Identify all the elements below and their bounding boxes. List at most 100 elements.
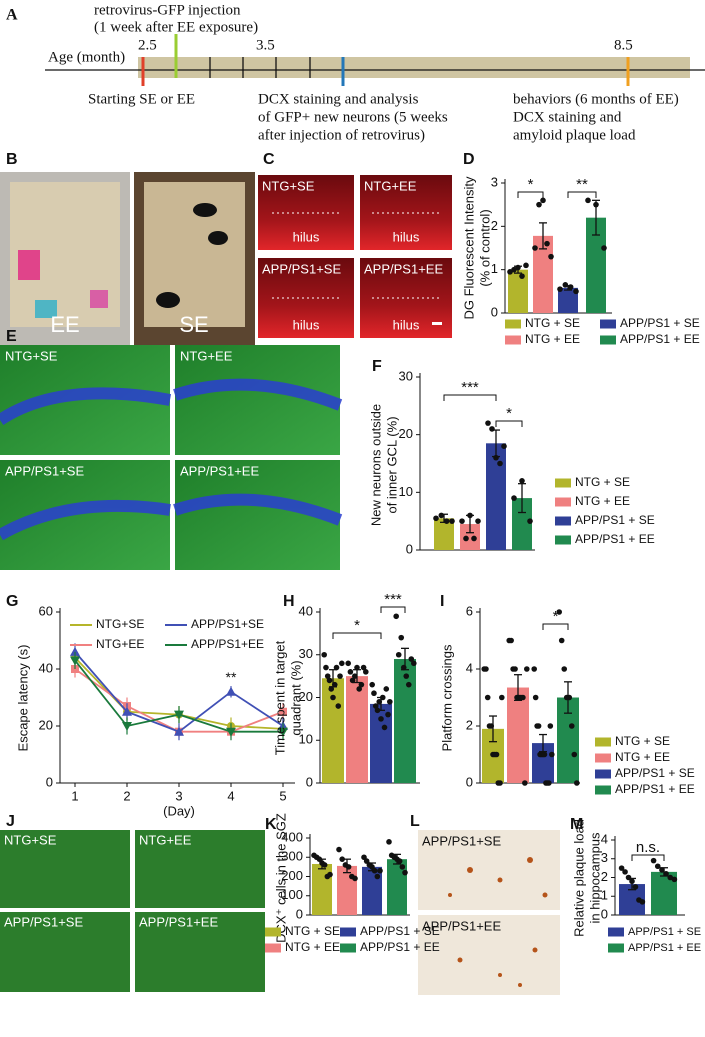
data-point bbox=[571, 751, 578, 758]
caption: APP/PS1+SE bbox=[422, 833, 501, 848]
caption: APP/PS1+EE bbox=[364, 261, 443, 276]
data-point bbox=[557, 286, 563, 292]
data-point bbox=[549, 751, 555, 758]
note: of GFP+ new neurons (5 weeks bbox=[258, 109, 448, 125]
region-label: hilus bbox=[393, 229, 420, 244]
y-tick-label: 0 bbox=[491, 304, 498, 319]
significance-bracket bbox=[380, 606, 406, 613]
note: retrovirus-GFP injection bbox=[94, 2, 241, 18]
y-tick-label: 0 bbox=[466, 774, 473, 789]
y-tick-label: 0 bbox=[306, 774, 313, 789]
data-point bbox=[524, 666, 530, 672]
marker bbox=[70, 646, 80, 656]
gcl-border bbox=[272, 212, 440, 299]
data-point bbox=[544, 240, 550, 247]
bar bbox=[370, 703, 392, 783]
significance-label: ** bbox=[226, 669, 237, 685]
plaques bbox=[448, 857, 548, 987]
data-point bbox=[532, 245, 538, 251]
legend-label: NTG + SE bbox=[575, 475, 630, 489]
data-point bbox=[654, 863, 661, 870]
significance-bracket bbox=[567, 191, 597, 198]
significance-label: * bbox=[354, 617, 360, 634]
scale-bar bbox=[432, 322, 442, 325]
micrograph bbox=[418, 915, 560, 995]
data-point bbox=[601, 245, 607, 251]
data-point bbox=[459, 518, 465, 524]
significance-label: *** bbox=[461, 379, 479, 396]
bar bbox=[394, 659, 416, 783]
y-tick-label: 1 bbox=[601, 888, 608, 903]
legend-swatch bbox=[608, 927, 624, 937]
legend-swatch bbox=[505, 335, 521, 345]
data-point bbox=[386, 839, 392, 845]
legend-label: APP/PS1 + SE bbox=[575, 513, 655, 527]
x-tick-label: 2 bbox=[123, 788, 130, 803]
note: behaviors (6 months of EE) bbox=[513, 91, 679, 107]
legend-swatch bbox=[505, 319, 521, 329]
panel-label: G bbox=[6, 593, 18, 610]
data-point bbox=[352, 875, 358, 882]
y-tick-label: 0 bbox=[406, 541, 413, 556]
marker bbox=[279, 707, 287, 716]
data-point bbox=[377, 867, 383, 874]
y-tick-label: 3 bbox=[601, 850, 608, 865]
micrographs: L APP/PS1+SE APP/PS1+EE bbox=[410, 813, 560, 995]
y-tick-label: 40 bbox=[299, 603, 313, 618]
bar bbox=[486, 443, 506, 550]
data-point bbox=[381, 724, 388, 731]
data-point bbox=[519, 478, 525, 484]
caption: APP/PS1+SE bbox=[4, 914, 83, 929]
significance-bracket bbox=[443, 394, 497, 401]
data-point bbox=[354, 664, 360, 671]
y-tick-label: 40 bbox=[39, 660, 53, 675]
y-tick-label: 2 bbox=[601, 869, 608, 884]
data-point bbox=[489, 426, 495, 432]
data-point bbox=[483, 666, 489, 672]
note: Starting SE or EE bbox=[88, 91, 195, 107]
x-tick-label: 5 bbox=[279, 788, 286, 803]
y-axis-label: DG Fluorescent Intensity bbox=[461, 176, 476, 320]
y-tick-label: 20 bbox=[399, 426, 413, 441]
data-point bbox=[337, 673, 343, 679]
data-point bbox=[336, 846, 342, 853]
y-tick-label: 1 bbox=[491, 261, 498, 276]
caption: NTG+SE bbox=[5, 348, 58, 363]
data-point bbox=[531, 666, 537, 672]
legend-label: APP/PS1 + SE bbox=[628, 926, 701, 938]
legend-label: APP/PS1 + SE bbox=[360, 924, 440, 938]
significance-label: * bbox=[528, 176, 534, 193]
data-point bbox=[508, 637, 514, 644]
legend-swatch bbox=[595, 785, 611, 795]
data-point bbox=[536, 201, 542, 208]
caption: APP/PS1+EE bbox=[139, 914, 218, 929]
data-point bbox=[369, 681, 376, 688]
data-point bbox=[323, 664, 329, 671]
data-point bbox=[438, 512, 445, 519]
caption: NTG+EE bbox=[180, 348, 233, 363]
legend-swatch bbox=[595, 737, 611, 747]
y-tick-label: 10 bbox=[299, 732, 313, 747]
timeline-bar bbox=[138, 57, 690, 78]
toy bbox=[90, 290, 108, 308]
caption: NTG+EE bbox=[139, 832, 192, 847]
caption: NTG+EE bbox=[364, 178, 417, 193]
marker bbox=[278, 727, 288, 737]
data-point bbox=[371, 690, 377, 697]
y-tick-label: 4 bbox=[466, 660, 473, 675]
data-point bbox=[501, 443, 507, 450]
caption: APP/PS1+EE bbox=[180, 463, 259, 478]
toy bbox=[35, 300, 57, 318]
bar bbox=[346, 676, 368, 783]
data-point bbox=[339, 660, 345, 667]
bar bbox=[434, 518, 454, 550]
data-point bbox=[484, 694, 491, 701]
micrograph bbox=[135, 830, 265, 908]
y-axis-label: New neurons outside bbox=[368, 404, 383, 526]
y-tick-label: 400 bbox=[281, 829, 303, 844]
data-point bbox=[352, 673, 358, 679]
data-point bbox=[511, 495, 517, 501]
data-point bbox=[667, 874, 674, 881]
micrographs: C NTG+SE NTG+EE APP/PS1+SE APP/PS1+EE hi… bbox=[258, 151, 452, 338]
